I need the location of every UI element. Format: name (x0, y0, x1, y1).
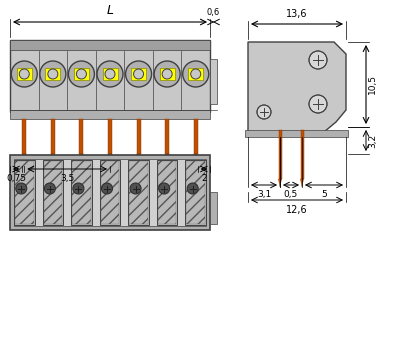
Circle shape (191, 69, 201, 79)
Bar (22, 119, 26, 154)
Circle shape (126, 61, 152, 87)
Text: L: L (106, 4, 114, 17)
Polygon shape (165, 154, 169, 164)
Bar (102, 68, 118, 80)
Text: 2: 2 (201, 174, 207, 183)
Bar (100, 160, 120, 225)
Polygon shape (22, 154, 26, 164)
Bar (10, 110, 210, 119)
Bar (160, 68, 175, 80)
Bar (158, 161, 176, 224)
Text: 0,5: 0,5 (284, 190, 298, 199)
Polygon shape (136, 154, 140, 164)
Bar (300, 130, 304, 179)
Bar (10, 40, 210, 50)
Circle shape (44, 183, 55, 194)
Bar (128, 160, 149, 225)
Circle shape (183, 61, 209, 87)
Circle shape (48, 69, 58, 79)
Bar (210, 192, 217, 224)
Text: 3,2: 3,2 (368, 133, 377, 148)
Text: 13,6: 13,6 (286, 9, 308, 19)
Polygon shape (194, 154, 198, 164)
Text: 12,6: 12,6 (286, 205, 308, 215)
Text: 5: 5 (321, 190, 327, 199)
Bar (186, 161, 205, 224)
Bar (278, 130, 282, 179)
Text: 0,75: 0,75 (6, 174, 26, 183)
Bar (10, 155, 210, 230)
Circle shape (11, 61, 37, 87)
Bar (10, 40, 210, 112)
Bar (245, 130, 348, 137)
Polygon shape (80, 154, 84, 164)
Bar (188, 68, 203, 80)
Bar (45, 68, 60, 80)
Circle shape (159, 183, 170, 194)
Bar (194, 119, 198, 154)
Bar (101, 161, 119, 224)
Text: 0,6: 0,6 (207, 8, 220, 17)
Circle shape (309, 51, 327, 69)
Circle shape (40, 61, 66, 87)
Text: 3,1: 3,1 (257, 190, 271, 199)
Bar (72, 161, 91, 224)
Circle shape (130, 183, 141, 194)
Bar (210, 59, 217, 104)
Bar (74, 68, 89, 80)
Circle shape (309, 95, 327, 113)
Circle shape (105, 69, 115, 79)
Bar (71, 160, 92, 225)
Text: 10,5: 10,5 (368, 75, 377, 94)
Circle shape (76, 69, 86, 79)
Bar (108, 119, 112, 154)
Bar (131, 68, 146, 80)
Bar (17, 68, 32, 80)
Bar (165, 119, 169, 154)
Polygon shape (248, 42, 346, 132)
Circle shape (154, 61, 180, 87)
Polygon shape (51, 154, 55, 164)
Bar (80, 119, 84, 154)
Bar (157, 160, 178, 225)
Polygon shape (300, 179, 304, 187)
Circle shape (97, 61, 123, 87)
Circle shape (134, 69, 144, 79)
Circle shape (102, 183, 112, 194)
Bar (42, 160, 63, 225)
Polygon shape (108, 154, 112, 164)
Polygon shape (278, 179, 282, 187)
Bar (129, 161, 148, 224)
Circle shape (257, 105, 271, 119)
Circle shape (19, 69, 29, 79)
Bar (136, 119, 140, 154)
Bar (15, 161, 34, 224)
Circle shape (68, 61, 94, 87)
Bar (14, 160, 34, 225)
Circle shape (162, 69, 172, 79)
Bar (44, 161, 62, 224)
Text: 3,5: 3,5 (60, 174, 74, 183)
Bar (14, 159, 206, 226)
Circle shape (187, 183, 198, 194)
Bar (51, 119, 55, 154)
Bar (186, 160, 206, 225)
Circle shape (16, 183, 27, 194)
Circle shape (73, 183, 84, 194)
